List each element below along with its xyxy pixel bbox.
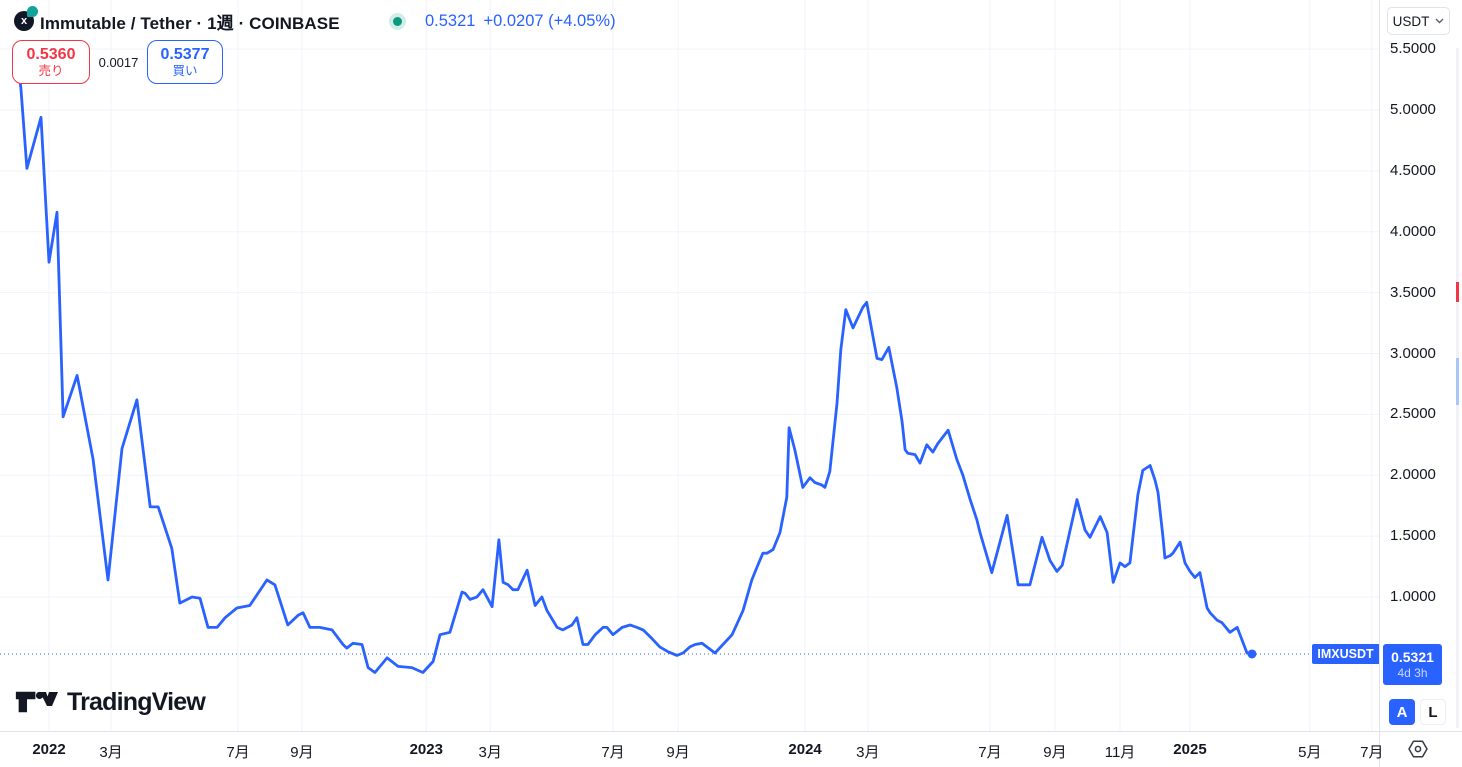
time-tick-label: 2024 — [788, 741, 822, 758]
price-line-series — [13, 44, 1254, 674]
time-tick-label: 11月 — [1104, 744, 1136, 761]
price-tick-label: 3.0000 — [1390, 344, 1436, 362]
price-tick-label: 1.0000 — [1390, 588, 1436, 605]
time-tick-label: 9月 — [1043, 744, 1067, 761]
price-tick-label: 2.0000 — [1390, 466, 1436, 484]
time-tick-label: 3月 — [856, 744, 880, 761]
time-tick-label: 7月 — [601, 744, 625, 761]
time-tick-label: 2022 — [32, 741, 66, 758]
time-axis-divider[interactable] — [0, 731, 1462, 732]
chevron-down-icon — [1435, 18, 1444, 24]
tradingview-logo[interactable]: TradingView — [14, 688, 206, 717]
buy-button[interactable]: 0.5377 買い — [147, 40, 223, 84]
scrollbar-red-mark — [1456, 282, 1459, 302]
sell-label: 売り — [38, 64, 64, 78]
current-price-value: 0.5321 — [1391, 648, 1434, 665]
time-tick-label: 7月 — [1360, 744, 1384, 761]
price-tick-label: 4.5000 — [1390, 161, 1436, 179]
time-tick-label: 5月 — [1298, 744, 1322, 761]
time-tick-label: 3月 — [478, 744, 502, 761]
time-tick-label: 7月 — [226, 744, 250, 761]
tradingview-wordmark: TradingView — [67, 688, 206, 716]
buy-price: 0.5377 — [160, 45, 210, 63]
time-tick-label: 2023 — [409, 741, 443, 758]
price-tick-label: 4.0000 — [1390, 222, 1436, 240]
tradingview-mark-icon — [15, 691, 58, 712]
auto-scale-button[interactable]: A — [1389, 699, 1415, 725]
symbol-title[interactable]: Immutable / Tether · 1週 · COINBASE — [40, 13, 340, 33]
time-tick-label: 9月 — [290, 744, 314, 761]
price-tick-label: 5.0000 — [1390, 101, 1436, 118]
bar-countdown: 4d 3h — [1397, 665, 1428, 680]
buy-label: 買い — [172, 64, 198, 78]
immutable-logo-x: x — [20, 14, 28, 27]
price-change: +0.0207 (+4.05%) — [483, 11, 616, 30]
price-scale-currency-button[interactable]: USDT — [1387, 7, 1450, 35]
time-tick-label: 9月 — [666, 744, 690, 761]
price-tick-label: 3.5000 — [1390, 283, 1436, 301]
price-axis-divider[interactable] — [1379, 0, 1380, 767]
immutable-logo-icon: x — [14, 6, 38, 31]
price-tick-label: 5.5000 — [1390, 40, 1436, 58]
immutable-logo-bubble — [27, 6, 38, 17]
last-point-marker — [1247, 649, 1257, 659]
time-tick-label: 7月 — [978, 744, 1002, 761]
price-readout: 0.5321 +0.0207 (+4.05%) — [425, 0, 616, 42]
spread-value: 0.0017 — [98, 54, 139, 70]
current-price-tag: 0.5321 4d 3h — [1383, 644, 1442, 685]
time-tick-label: 3月 — [99, 744, 123, 761]
sell-price: 0.5360 — [26, 45, 76, 63]
market-open-dot-icon — [393, 17, 402, 26]
symbol-price-line-label: IMXUSDT — [1312, 644, 1379, 664]
timescale-settings-icon[interactable] — [1406, 737, 1430, 761]
sell-button[interactable]: 0.5360 売り — [12, 40, 90, 84]
currency-label: USDT — [1392, 13, 1430, 29]
price-tick-label: 1.5000 — [1390, 527, 1436, 545]
price-tick-label: 2.5000 — [1390, 405, 1436, 423]
log-scale-button[interactable]: L — [1420, 699, 1446, 725]
price-scale-scrollbar[interactable] — [1456, 48, 1459, 728]
last-price: 0.5321 — [425, 11, 476, 30]
time-tick-label: 2025 — [1173, 741, 1207, 758]
scrollbar-blue-mark — [1456, 358, 1459, 405]
market-status-icon[interactable] — [389, 13, 406, 30]
